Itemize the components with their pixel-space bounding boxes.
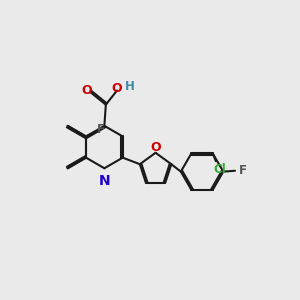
Text: F: F xyxy=(97,123,105,136)
Text: Cl: Cl xyxy=(214,163,226,176)
Text: O: O xyxy=(111,82,122,95)
Text: H: H xyxy=(125,80,135,93)
Text: N: N xyxy=(99,174,111,188)
Text: O: O xyxy=(150,141,161,154)
Text: O: O xyxy=(81,84,92,97)
Text: F: F xyxy=(239,164,247,177)
